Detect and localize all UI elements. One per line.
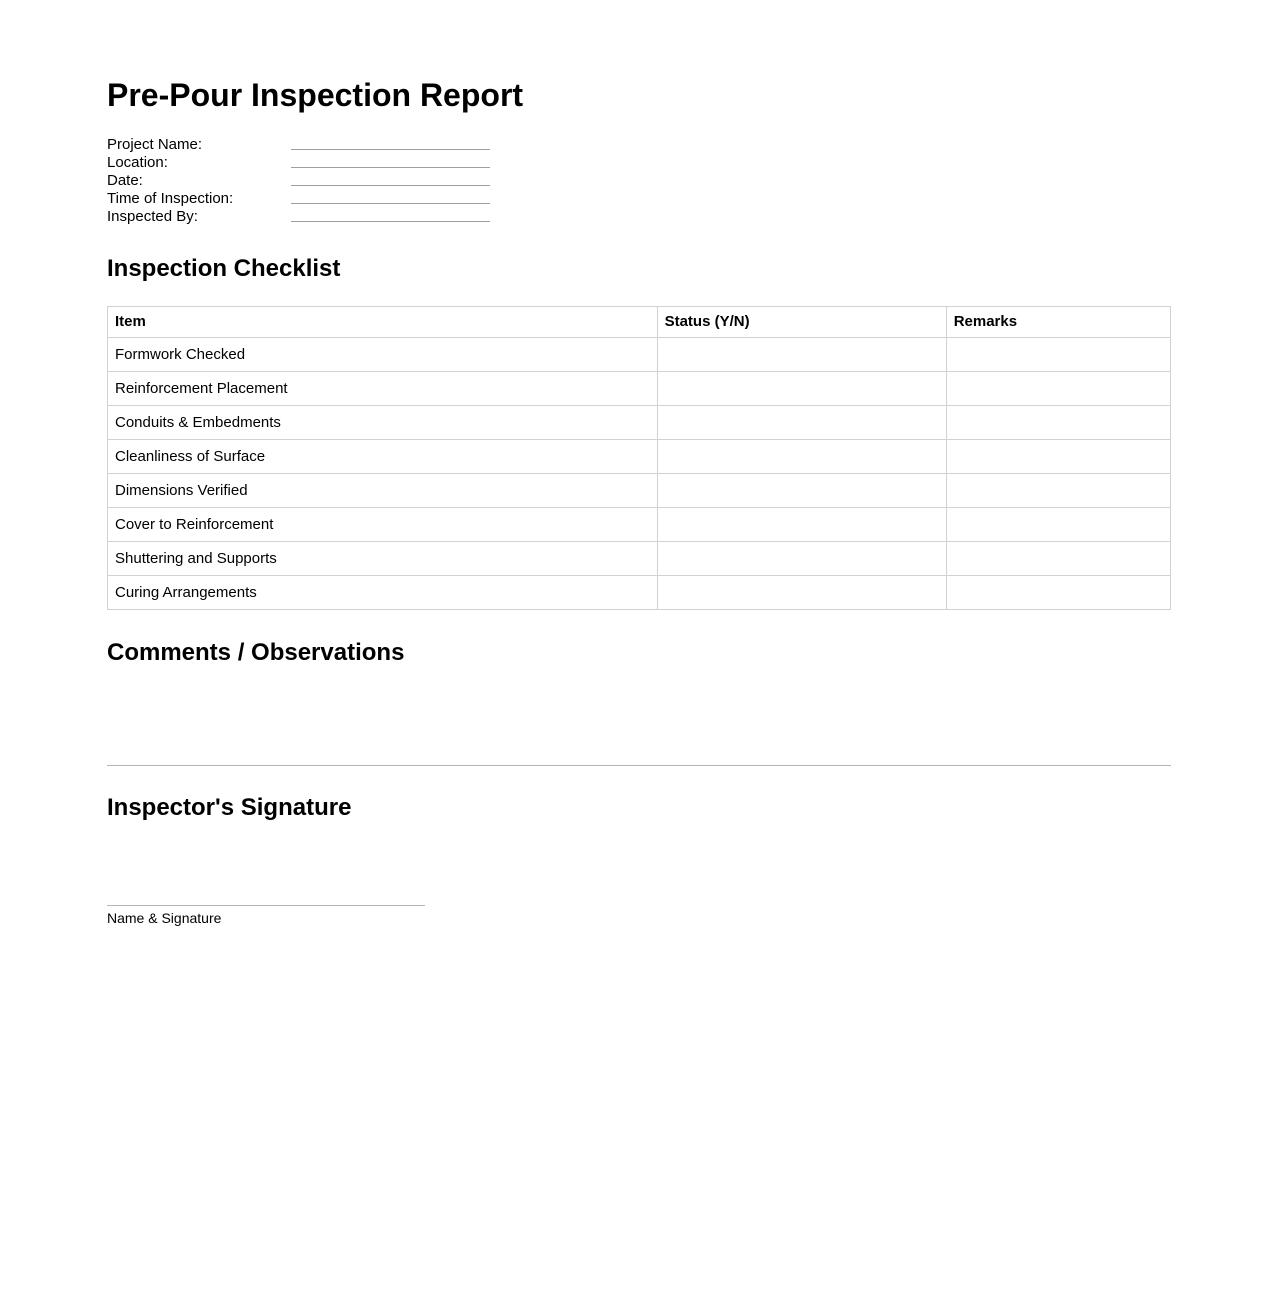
cell-status <box>656 370 947 406</box>
cell-item: Reinforcement Placement <box>107 370 658 406</box>
cell-remarks <box>945 472 1172 508</box>
cell-remarks <box>945 438 1172 474</box>
table-header-row: Item Status (Y/N) Remarks <box>107 305 1172 338</box>
page-title: Pre-Pour Inspection Report <box>107 77 524 113</box>
table-row: Formwork Checked <box>107 336 1172 372</box>
cell-item: Formwork Checked <box>107 336 658 372</box>
cell-status <box>656 438 947 474</box>
cell-item: Cleanliness of Surface <box>107 438 658 474</box>
table-row: Conduits & Embedments <box>107 404 1172 440</box>
table-row: Shuttering and Supports <box>107 540 1172 576</box>
cell-status <box>656 574 947 610</box>
signature-heading: Inspector's Signature <box>107 793 352 821</box>
cell-remarks <box>945 404 1172 440</box>
column-header-item: Item <box>107 305 658 338</box>
cell-remarks <box>945 336 1172 372</box>
cell-item: Cover to Reinforcement <box>107 506 658 542</box>
form-field-row: Inspected By: <box>107 208 1171 226</box>
cell-status <box>656 506 947 542</box>
checklist-heading: Inspection Checklist <box>107 254 341 282</box>
form-field-label: Project Name: <box>107 135 203 153</box>
cell-remarks <box>945 506 1172 542</box>
table-row: Curing Arrangements <box>107 574 1172 610</box>
cell-remarks <box>945 370 1172 406</box>
table-row: Cleanliness of Surface <box>107 438 1172 474</box>
column-header-status: Status (Y/N) <box>656 305 947 338</box>
form-field-label: Time of Inspection: <box>107 189 234 207</box>
cell-status <box>656 336 947 372</box>
cell-remarks <box>945 574 1172 610</box>
form-field-line <box>291 208 490 222</box>
column-header-remarks: Remarks <box>945 305 1172 338</box>
form-field-line <box>291 154 490 168</box>
signature-line <box>107 904 425 906</box>
form-field-label: Date: <box>107 171 143 189</box>
cell-item: Curing Arrangements <box>107 574 658 610</box>
signature-caption: Name & Signature <box>107 909 222 926</box>
checklist-table: Item Status (Y/N) Remarks Formwork Check… <box>107 305 1172 610</box>
form-field-label: Inspected By: <box>107 207 198 225</box>
form-field-line <box>291 190 490 204</box>
form-fields-block: Project Name: Location: Date: Time of In… <box>107 136 1171 226</box>
form-field-row: Project Name: <box>107 136 1171 154</box>
form-field-row: Date: <box>107 172 1171 190</box>
cell-item: Dimensions Verified <box>107 472 658 508</box>
form-field-label: Location: <box>107 153 168 171</box>
cell-status <box>656 472 947 508</box>
comments-heading: Comments / Observations <box>107 638 405 666</box>
table-row: Dimensions Verified <box>107 472 1172 508</box>
form-field-row: Location: <box>107 154 1171 172</box>
cell-item: Shuttering and Supports <box>107 540 658 576</box>
table-row: Cover to Reinforcement <box>107 506 1172 542</box>
form-field-row: Time of Inspection: <box>107 190 1171 208</box>
section-divider <box>107 764 1171 766</box>
table-row: Reinforcement Placement <box>107 370 1172 406</box>
form-field-line <box>291 172 490 186</box>
form-field-line <box>291 136 490 150</box>
cell-remarks <box>945 540 1172 576</box>
cell-status <box>656 404 947 440</box>
cell-status <box>656 540 947 576</box>
cell-item: Conduits & Embedments <box>107 404 658 440</box>
